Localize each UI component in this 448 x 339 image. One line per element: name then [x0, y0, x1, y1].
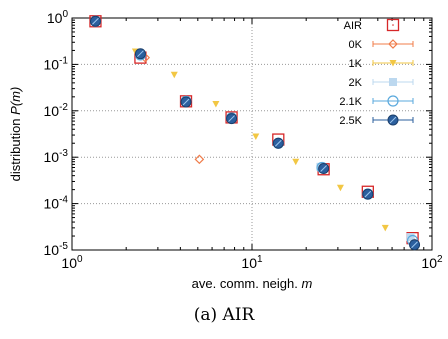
x-tick-label: 100: [61, 254, 83, 271]
data-point: [252, 133, 260, 140]
legend-marker: [388, 39, 398, 49]
data-point: [89, 15, 101, 27]
axis-ticks: 100 101 102 10-5 10-4 10-3 10-2 10-1 100: [44, 9, 443, 271]
y-axis-label: distribution P(m): [8, 87, 23, 182]
legend-label: 2K: [349, 77, 363, 89]
data-point: [194, 154, 205, 165]
legend-label: 1K: [349, 58, 363, 70]
legend-label: 2.1K: [339, 96, 362, 108]
data-point-hatch: [274, 139, 282, 147]
x-tick-label: 102: [421, 254, 443, 271]
x-axis-label: ave. comm. neigh. m: [192, 276, 313, 291]
data-point: [406, 233, 415, 242]
grid: [72, 18, 432, 250]
data-point: [170, 71, 178, 79]
data-point: [180, 96, 192, 108]
figure-caption: (a) AIR: [193, 305, 255, 325]
data-point-hatch: [411, 241, 418, 249]
data-point-hatch: [92, 17, 99, 25]
legend-label: 0K: [349, 39, 363, 51]
data-point: [381, 224, 389, 232]
legend-marker: [387, 114, 399, 126]
data-point: [362, 188, 374, 200]
legend: AIR 0K 1K 2K 2.1K 2.5K: [339, 18, 414, 127]
data-point: [212, 101, 220, 108]
y-tick-label: 10-2: [44, 102, 69, 119]
legend-marker: [386, 18, 400, 32]
data-point: [226, 113, 238, 125]
data-point: [336, 184, 344, 192]
data-point: [409, 239, 421, 251]
y-tick-label: 10-4: [44, 195, 69, 212]
y-tick-label: 10-3: [44, 148, 69, 165]
y-tick-label: 10-1: [44, 55, 69, 72]
data-point-hatch: [228, 115, 235, 122]
data-point: [134, 48, 146, 60]
data-point-hatch: [182, 98, 190, 106]
data-markers: [89, 15, 421, 251]
data-point: [318, 163, 330, 175]
plot-frame: [71, 17, 433, 251]
series-2.5K: [89, 15, 421, 251]
legend-label: 2.5K: [339, 115, 362, 127]
legend-marker: [389, 78, 397, 86]
data-point: [292, 158, 300, 166]
x-tick-label: 101: [241, 254, 263, 271]
data-point-hatch: [137, 50, 144, 58]
y-tick-label: 100: [47, 9, 69, 26]
legend-marker-dot: [392, 24, 394, 26]
legend-marker: [387, 95, 399, 107]
legend-marker-hatch: [389, 116, 397, 124]
legend-label: AIR: [344, 20, 362, 32]
data-point: [272, 137, 284, 149]
data-point-hatch: [320, 165, 327, 172]
series-1K: [131, 48, 389, 232]
data-point-hatch: [364, 190, 372, 198]
legend-marker: [389, 60, 397, 67]
y-tick-label: 10-5: [44, 241, 69, 258]
